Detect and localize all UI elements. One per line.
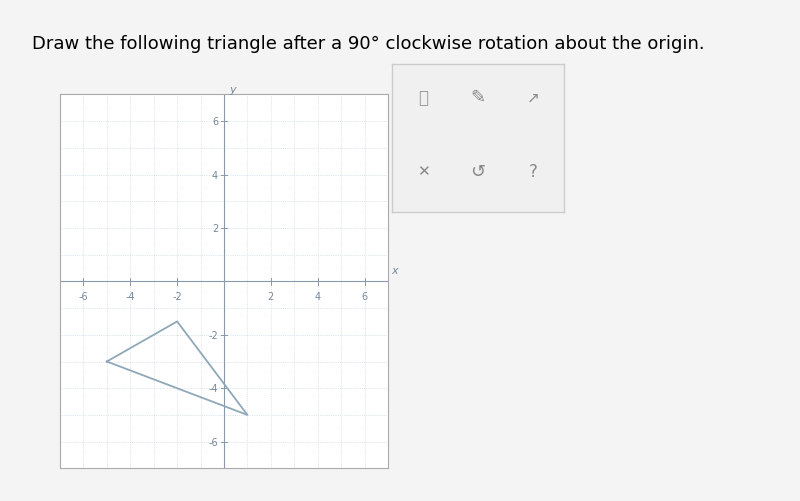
Text: x: x — [392, 265, 398, 275]
Text: 2: 2 — [212, 223, 218, 233]
Text: -4: -4 — [126, 291, 135, 301]
Text: -6: -6 — [78, 291, 88, 301]
Text: Draw the following triangle after a 90° clockwise rotation about the origin.: Draw the following triangle after a 90° … — [32, 35, 705, 53]
Text: -4: -4 — [209, 383, 218, 393]
Text: 4: 4 — [314, 291, 321, 301]
Text: -6: -6 — [209, 437, 218, 447]
Text: ↗: ↗ — [526, 90, 539, 105]
Text: ✕: ✕ — [417, 164, 430, 179]
Text: 6: 6 — [362, 291, 368, 301]
Text: 6: 6 — [212, 117, 218, 127]
Text: -2: -2 — [172, 291, 182, 301]
Text: 2: 2 — [268, 291, 274, 301]
Text: 🖾: 🖾 — [418, 89, 428, 107]
Text: -2: -2 — [208, 330, 218, 340]
Text: ?: ? — [529, 162, 538, 180]
Text: ↺: ↺ — [470, 162, 486, 180]
Text: ✎: ✎ — [470, 89, 486, 107]
Text: 4: 4 — [212, 170, 218, 180]
Text: y: y — [229, 85, 236, 95]
